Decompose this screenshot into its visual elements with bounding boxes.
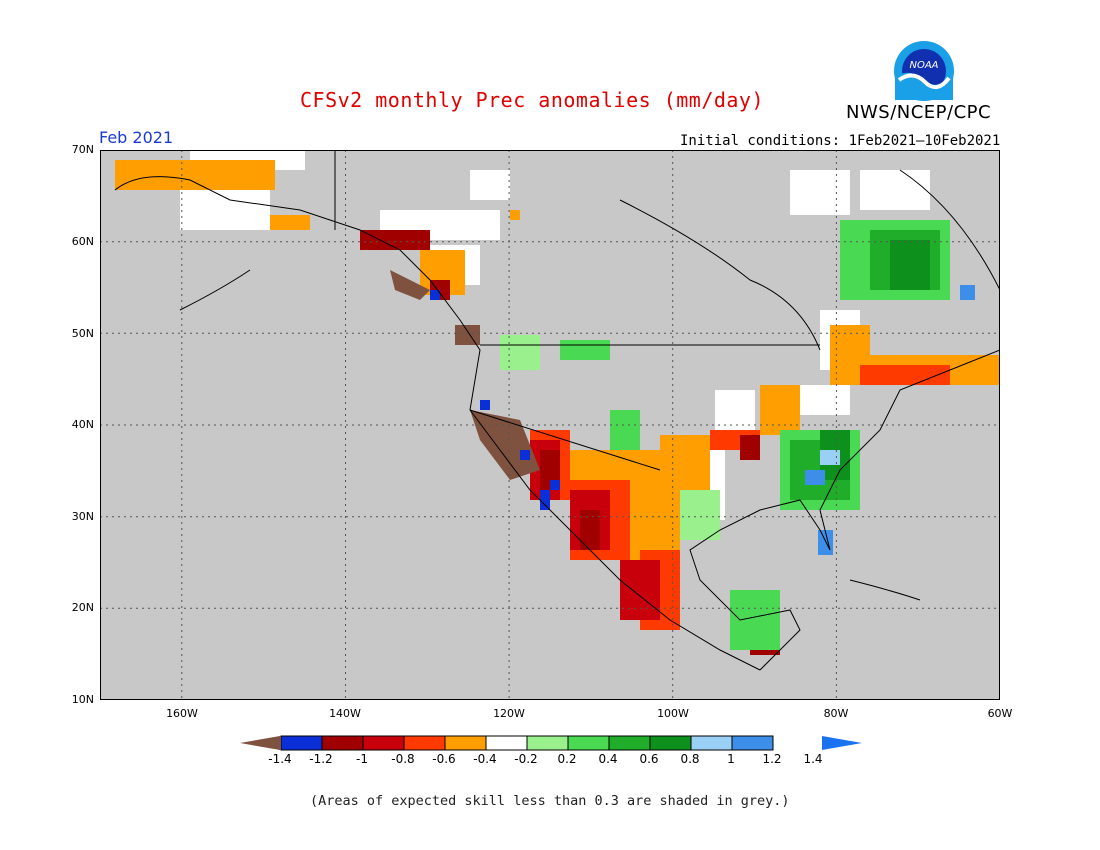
legend-cell — [403, 735, 446, 751]
lon-label: 100W — [657, 707, 689, 720]
precip-anomaly-map — [100, 150, 1001, 700]
lat-label: 40N — [71, 418, 94, 431]
lat-label: 10N — [71, 693, 94, 706]
legend-tick-label: -0.2 — [514, 752, 538, 766]
legend-cell — [485, 735, 528, 751]
legend-tick-label: 0.2 — [557, 752, 577, 766]
coastlines — [114, 150, 1001, 671]
legend-cell — [526, 735, 569, 751]
legend-tick-label: 0.8 — [680, 752, 700, 766]
lat-label: 20N — [71, 601, 94, 614]
noaa-logo-icon: NOAA — [894, 41, 954, 101]
lon-label: 60W — [987, 707, 1013, 720]
svg-text:NOAA: NOAA — [909, 60, 938, 71]
lon-label: 140W — [329, 707, 361, 720]
legend-cell — [280, 736, 281, 750]
wet-strong-areas — [805, 285, 975, 555]
legend-tick-label: -1.4 — [268, 752, 292, 766]
map-frame — [100, 150, 1000, 700]
legend-cell — [280, 735, 323, 751]
lat-label: 70N — [71, 143, 94, 156]
wet-extreme-pixels — [430, 290, 560, 510]
lon-label: 80W — [823, 707, 849, 720]
legend-tick-label: -1.2 — [309, 752, 333, 766]
legend-tick-label: 0.4 — [598, 752, 618, 766]
legend-low-arrow — [240, 736, 280, 750]
lon-label: 120W — [493, 707, 525, 720]
agency-label: NWS/NCEP/CPC — [846, 102, 992, 123]
legend-cells — [280, 735, 774, 751]
legend-tick-label: 1.4 — [803, 752, 823, 766]
legend-cell — [731, 735, 774, 751]
legend-high-arrow — [822, 736, 862, 750]
lat-label: 60N — [71, 235, 94, 248]
legend-cell — [362, 735, 405, 751]
initial-conditions: Initial conditions: 1Feb2021–10Feb2021 — [680, 133, 1001, 149]
gridlines — [100, 150, 1000, 700]
legend-tick-label: -0.4 — [473, 752, 497, 766]
dry-moderate-areas — [360, 230, 950, 655]
legend-tick-label: -0.8 — [391, 752, 415, 766]
legend-tick-label: -0.6 — [432, 752, 456, 766]
lat-label: 30N — [71, 510, 94, 523]
map-canvas — [100, 150, 1001, 700]
legend-tick-label: 1.2 — [762, 752, 782, 766]
forecast-month: Feb 2021 — [99, 128, 174, 147]
color-legend — [240, 735, 862, 751]
skill-note: (Areas of expected skill less than 0.3 a… — [310, 793, 790, 809]
lon-label: 160W — [166, 707, 198, 720]
legend-tick-label: 0.6 — [639, 752, 659, 766]
legend-cell — [608, 735, 651, 751]
legend-cell — [649, 735, 692, 751]
legend-cell — [321, 735, 364, 751]
legend-tick-label: -1 — [356, 752, 368, 766]
lat-label: 50N — [71, 327, 94, 340]
legend-cell — [444, 735, 487, 751]
legend-cell — [567, 735, 610, 751]
chart-title: CFSv2 monthly Prec anomalies (mm/day) — [300, 88, 765, 112]
legend-cell — [690, 735, 733, 751]
legend-tick-label: 1 — [727, 752, 735, 766]
